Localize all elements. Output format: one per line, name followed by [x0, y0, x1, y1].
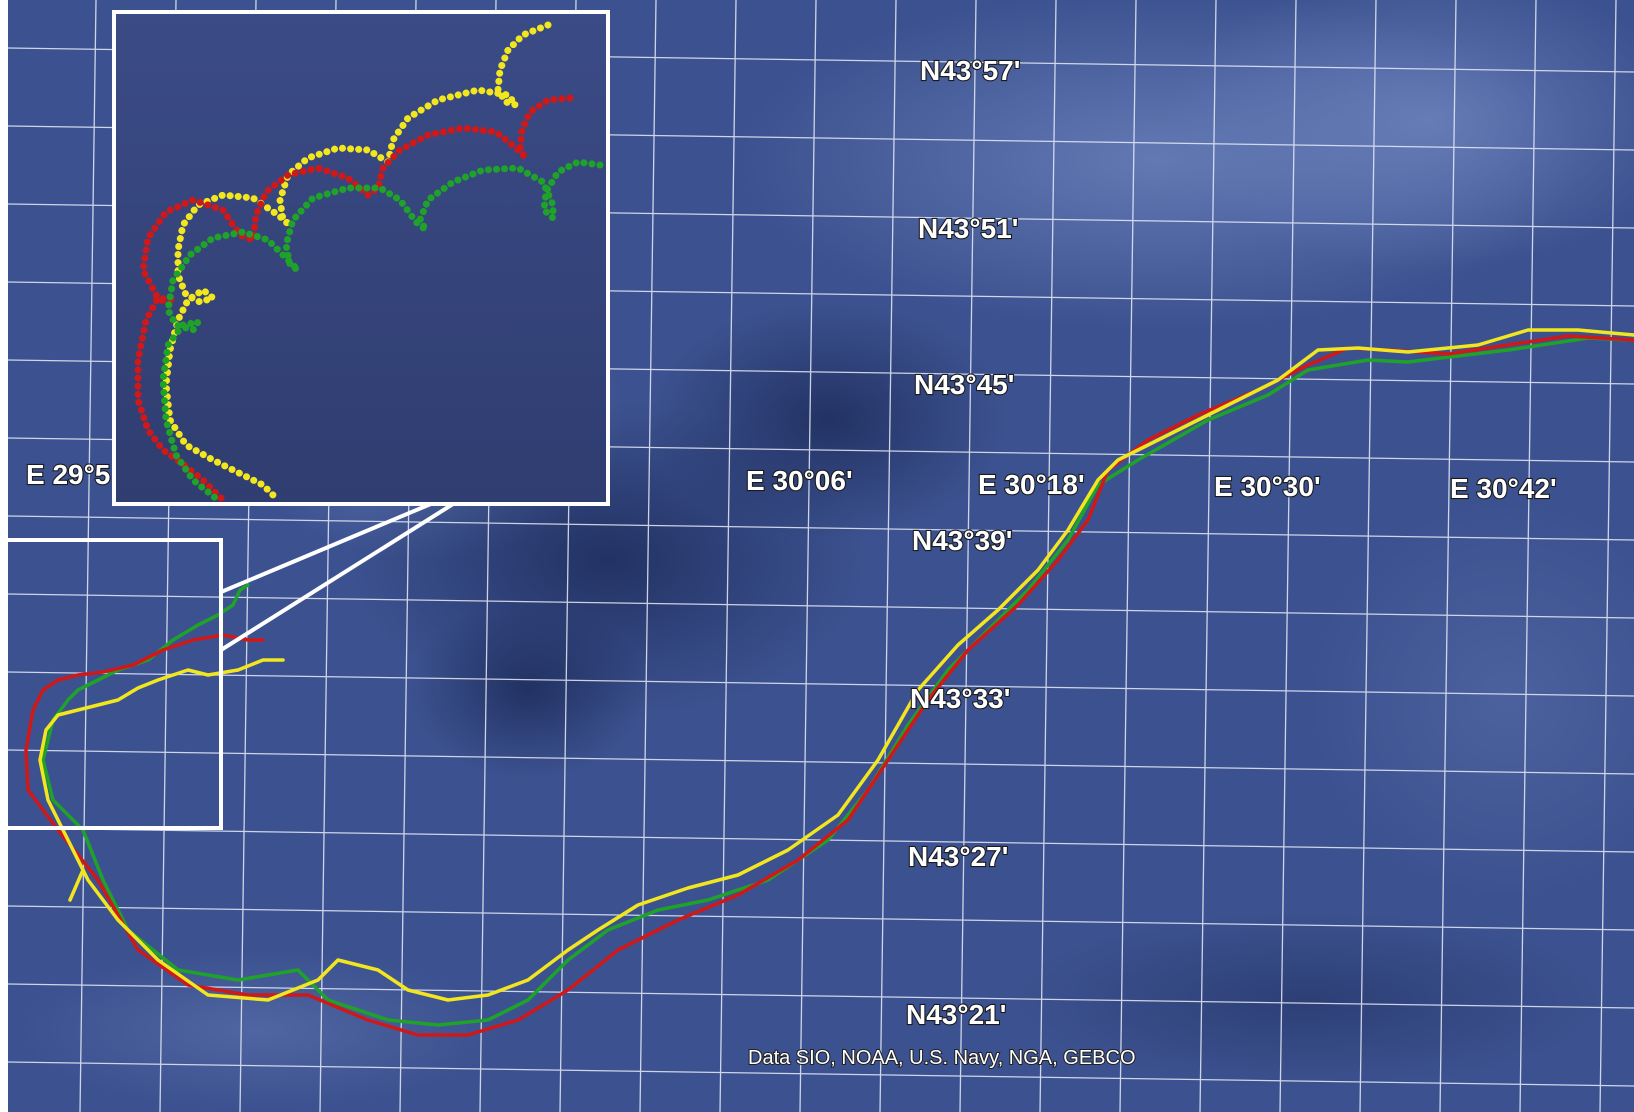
graticule [8, 0, 1634, 1112]
lat-label-6: N43°27' [908, 841, 1008, 872]
lat-label-1: N43°57' [920, 55, 1020, 86]
attribution-text: Data SIO, NOAA, U.S. Navy, NGA, GEBCO [748, 1047, 1136, 1069]
lon-label-3: E 30°18' [978, 469, 1085, 500]
lat-label-5: N43°33' [910, 683, 1010, 714]
track-yellow[interactable] [38, 328, 1634, 1002]
inset-track-red [134, 94, 574, 504]
zoom-source-box [8, 538, 223, 830]
map-view[interactable]: N43°57' N43°51' N43°45' N43°39' N43°33' … [8, 0, 1634, 1112]
track-red[interactable] [24, 334, 1634, 1037]
lon-label-1: E 29°5 [26, 459, 110, 490]
drift-tracks [24, 328, 1634, 1037]
lat-label-3: N43°45' [914, 369, 1014, 400]
leader-line-bottom [219, 480, 490, 652]
lon-label-4: E 30°30' [1214, 471, 1321, 502]
track-yellow-spur [68, 868, 85, 902]
inset-frame [112, 10, 610, 506]
lat-label-7: N43°21' [906, 999, 1006, 1030]
longitude-labels: E 29°5 E 30°06' E 30°18' E 30°30' E 30°4… [25, 458, 1558, 505]
lon-label-2: E 30°06' [746, 465, 853, 496]
inset-panel [112, 10, 610, 506]
lon-label-5: E 30°42' [1450, 473, 1557, 504]
latitude-labels: N43°57' N43°51' N43°45' N43°39' N43°33' … [905, 54, 1022, 1031]
lat-label-4: N43°39' [912, 525, 1012, 556]
lat-label-2: N43°51' [918, 213, 1018, 244]
inset-track-green [159, 158, 604, 504]
track-green[interactable] [41, 336, 1634, 1027]
